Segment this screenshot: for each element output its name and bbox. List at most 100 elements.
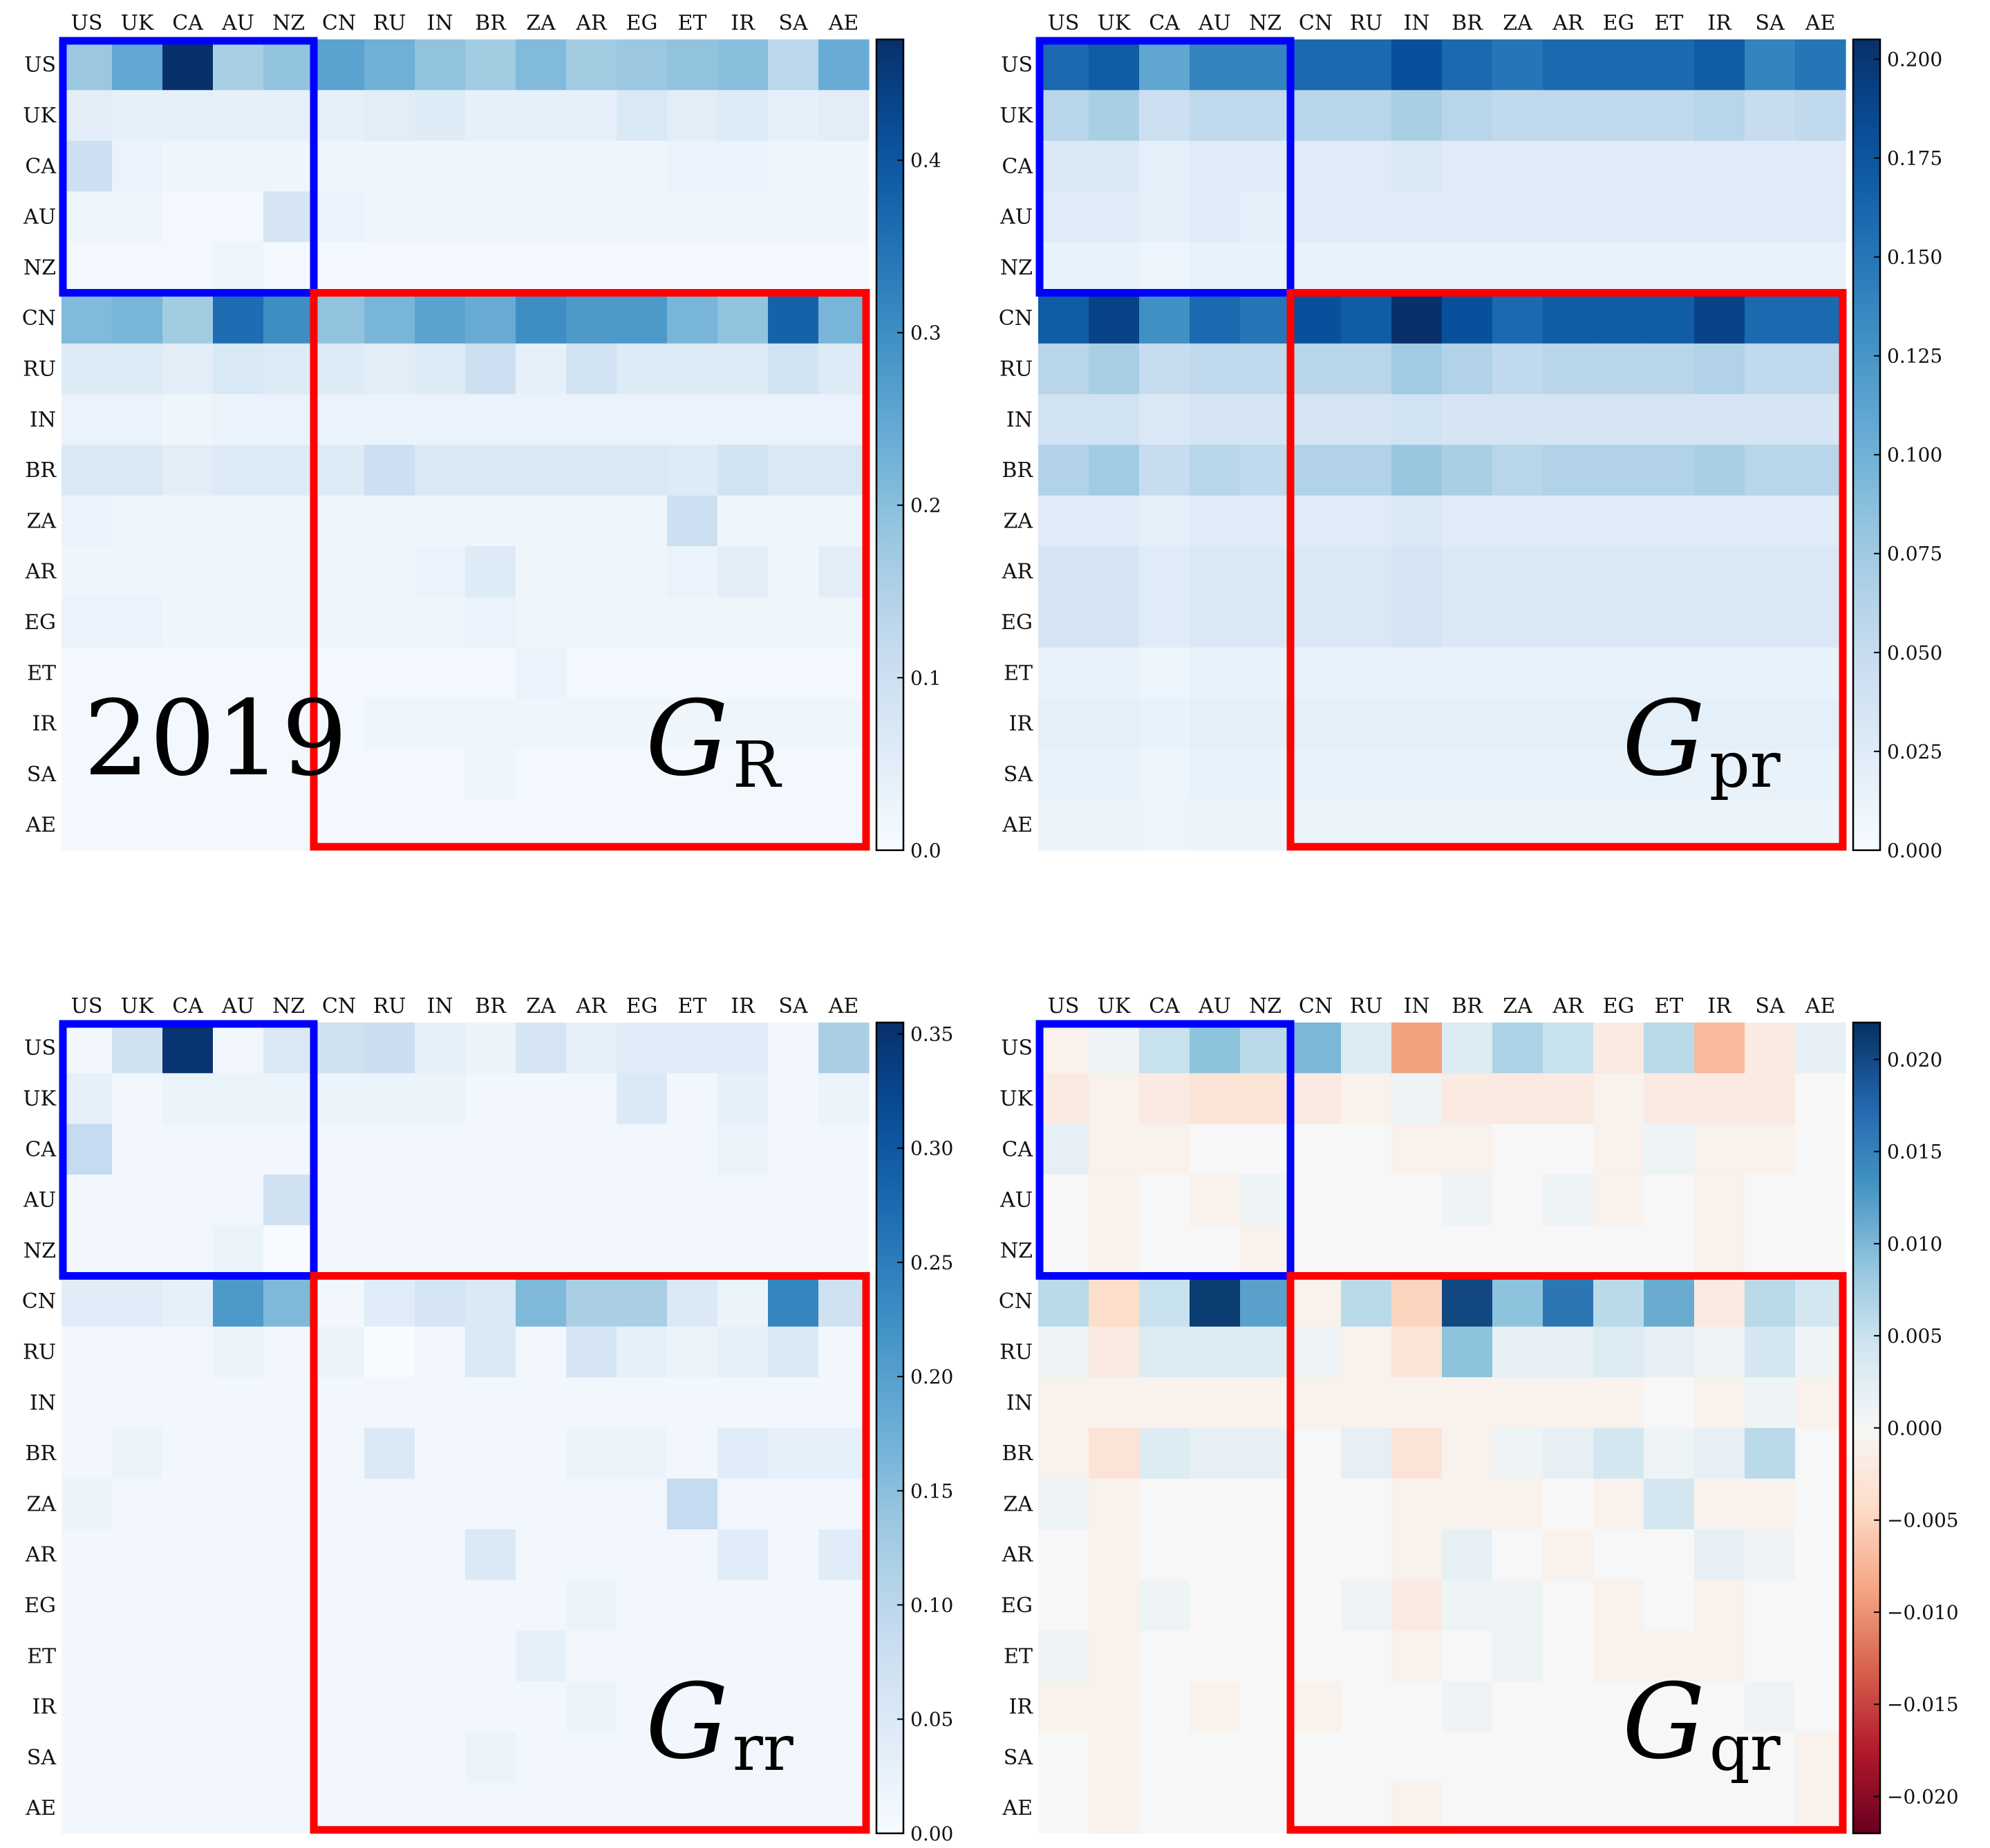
heatmap-cell bbox=[1038, 1023, 1089, 1074]
heatmap-cell bbox=[617, 445, 668, 496]
row-label: AE bbox=[1002, 1796, 1033, 1820]
heatmap-cell bbox=[1694, 1377, 1745, 1428]
colorbar-tick-label: −0.005 bbox=[1887, 1509, 1959, 1532]
heatmap-cell bbox=[1745, 90, 1796, 142]
heatmap-cell bbox=[667, 1123, 718, 1175]
heatmap-cell bbox=[1341, 1276, 1392, 1327]
heatmap-cell bbox=[768, 1681, 819, 1733]
heatmap-cell bbox=[314, 191, 365, 243]
heatmap-cell bbox=[617, 698, 668, 749]
row-label: BR bbox=[1002, 1441, 1033, 1466]
heatmap-cell bbox=[1694, 698, 1745, 749]
heatmap-cell bbox=[263, 1276, 315, 1327]
heatmap-cell bbox=[1391, 1580, 1443, 1632]
heatmap-cell bbox=[667, 394, 718, 445]
heatmap-cell bbox=[213, 343, 264, 395]
heatmap-cell bbox=[1593, 1123, 1644, 1175]
heatmap-cell bbox=[263, 39, 315, 91]
row-label: AE bbox=[25, 813, 56, 837]
heatmap-cell bbox=[364, 140, 415, 192]
heatmap-cell bbox=[1442, 698, 1493, 749]
heatmap-cell bbox=[162, 1326, 214, 1378]
heatmap-cell bbox=[1593, 1478, 1644, 1530]
heatmap-cell bbox=[1038, 647, 1089, 699]
column-label: AU bbox=[1198, 994, 1231, 1018]
heatmap-cell bbox=[1543, 698, 1594, 749]
heatmap-cell bbox=[263, 1529, 315, 1580]
heatmap-cell bbox=[768, 495, 819, 547]
heatmap-cell bbox=[364, 394, 415, 445]
heatmap-cell bbox=[1290, 39, 1342, 91]
heatmap-cell bbox=[1391, 799, 1443, 851]
heatmap-cell bbox=[1543, 292, 1594, 344]
heatmap-cell bbox=[415, 1428, 466, 1480]
heatmap-cell bbox=[1745, 343, 1796, 395]
heatmap-cell bbox=[1391, 698, 1443, 749]
heatmap-cell bbox=[1240, 39, 1291, 91]
heatmap-cell bbox=[162, 39, 214, 91]
heatmap-cell bbox=[415, 1073, 466, 1125]
heatmap-cell bbox=[465, 191, 516, 243]
heatmap-cell bbox=[1644, 90, 1695, 142]
row-label: CA bbox=[1002, 154, 1033, 178]
heatmap-cell bbox=[415, 1225, 466, 1277]
heatmap-cell bbox=[465, 546, 516, 597]
heatmap-cell bbox=[62, 1580, 113, 1632]
heatmap-cell bbox=[213, 1225, 264, 1277]
heatmap-cell bbox=[1038, 343, 1089, 395]
heatmap-cell bbox=[1644, 597, 1695, 648]
heatmap-cell bbox=[162, 546, 214, 597]
heatmap-cell bbox=[1492, 1630, 1543, 1682]
heatmap-cell bbox=[1442, 140, 1493, 192]
heatmap-cell bbox=[1795, 292, 1846, 344]
heatmap-cell bbox=[1089, 597, 1140, 648]
heatmap-cell bbox=[162, 1174, 214, 1226]
heatmap-cell bbox=[566, 495, 617, 547]
heatmap-cell bbox=[1644, 1630, 1695, 1682]
heatmap-cell bbox=[112, 1630, 163, 1682]
panel-title: Gqr bbox=[1622, 1662, 1781, 1785]
group-box-red bbox=[1286, 289, 1847, 851]
heatmap-cell bbox=[667, 698, 718, 749]
heatmap-cell bbox=[1492, 1326, 1543, 1378]
heatmap-cell bbox=[717, 242, 769, 294]
colorbar-tick-label: 0.005 bbox=[1887, 1325, 1942, 1347]
heatmap-cell bbox=[1745, 749, 1796, 801]
heatmap-cell bbox=[566, 445, 617, 496]
column-label: RU bbox=[373, 994, 406, 1018]
heatmap-cell bbox=[1190, 1225, 1241, 1277]
heatmap-cell bbox=[667, 799, 718, 851]
heatmap-cell bbox=[1644, 1681, 1695, 1733]
heatmap-cell bbox=[415, 1630, 466, 1682]
heatmap-cell bbox=[1290, 597, 1342, 648]
heatmap-cell bbox=[617, 1276, 668, 1327]
heatmap-cell bbox=[1644, 1225, 1695, 1277]
column-label: IR bbox=[1707, 11, 1732, 35]
heatmap-cell bbox=[213, 1326, 264, 1378]
heatmap-cell bbox=[1593, 343, 1644, 395]
column-label: EG bbox=[626, 994, 658, 1018]
heatmap-cell bbox=[1593, 1630, 1644, 1682]
heatmap-cell bbox=[1543, 1023, 1594, 1074]
heatmap-cell bbox=[667, 495, 718, 547]
heatmap-cell bbox=[1593, 1326, 1644, 1378]
colorbar-tick-label: 0.00 bbox=[910, 1822, 953, 1845]
heatmap-cell bbox=[818, 1580, 870, 1632]
heatmap-cell bbox=[768, 749, 819, 801]
heatmap-cell bbox=[1593, 1681, 1644, 1733]
heatmap-cell bbox=[1190, 90, 1241, 142]
heatmap-cell bbox=[213, 495, 264, 547]
heatmap-cell bbox=[818, 597, 870, 648]
heatmap-cell bbox=[1543, 495, 1594, 547]
column-label: ET bbox=[678, 994, 707, 1018]
heatmap-cell bbox=[1038, 749, 1089, 801]
heatmap-cell bbox=[62, 1428, 113, 1480]
heatmap-cell bbox=[364, 1326, 415, 1378]
heatmap-cell bbox=[1745, 1073, 1796, 1125]
heatmap-cell bbox=[465, 749, 516, 801]
heatmap-cell bbox=[1795, 1478, 1846, 1530]
heatmap-cell bbox=[1139, 1580, 1190, 1632]
heatmap-cell bbox=[1593, 39, 1644, 91]
heatmap-cell bbox=[1190, 1630, 1241, 1682]
heatmap-cell bbox=[1694, 495, 1745, 547]
